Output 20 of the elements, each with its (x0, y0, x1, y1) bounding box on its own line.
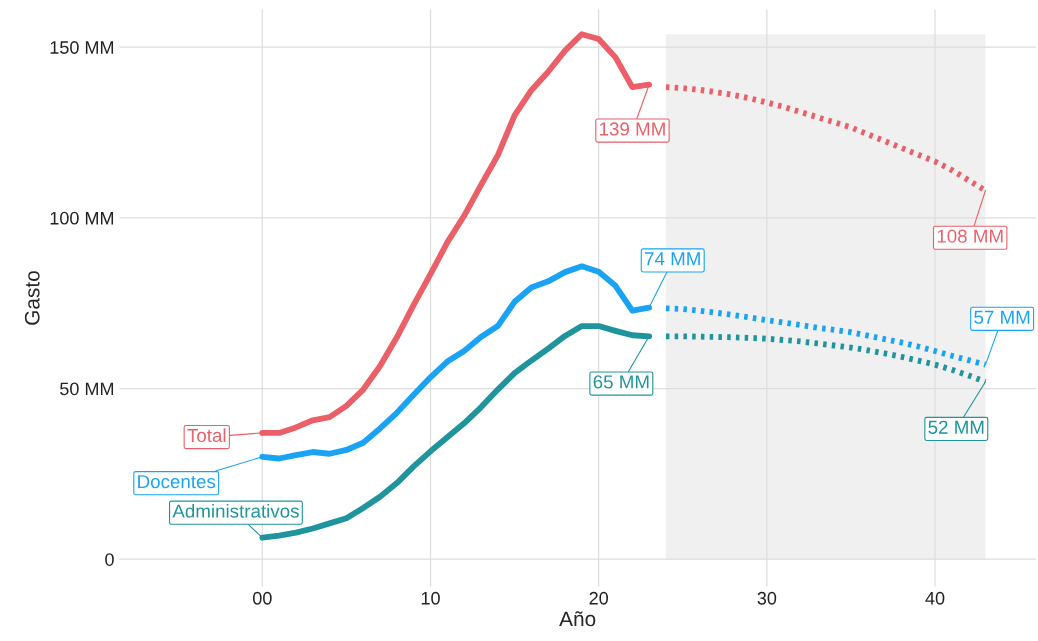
x-tick-label: 10 (421, 591, 440, 605)
x-tick-label: 00 (252, 591, 272, 605)
y-tick-label: 100 MM (50, 211, 114, 225)
x-tick-label: 20 (589, 591, 609, 605)
annotation: 139 MM (600, 122, 665, 136)
annotation: 65 MM (593, 375, 649, 389)
x-tick-label: 30 (757, 591, 777, 605)
y-tick-label: 150 MM (50, 41, 114, 54)
x-axis-title: Año (559, 611, 596, 627)
x-tick-label: 40 (925, 591, 945, 605)
annotation: Administrativos (172, 503, 299, 518)
annotation: 74 MM (645, 252, 700, 266)
annotation: 57 MM (974, 310, 1030, 324)
y-axis-title: Gasto (24, 271, 40, 325)
annotation: Docentes (138, 475, 216, 489)
y-tick-label: 50 MM (60, 382, 114, 396)
y-tick-label: 0 (105, 553, 114, 566)
annotation: Total (187, 428, 226, 443)
annotation: 108 MM (937, 229, 1003, 243)
annotation: 52 MM (928, 420, 984, 434)
